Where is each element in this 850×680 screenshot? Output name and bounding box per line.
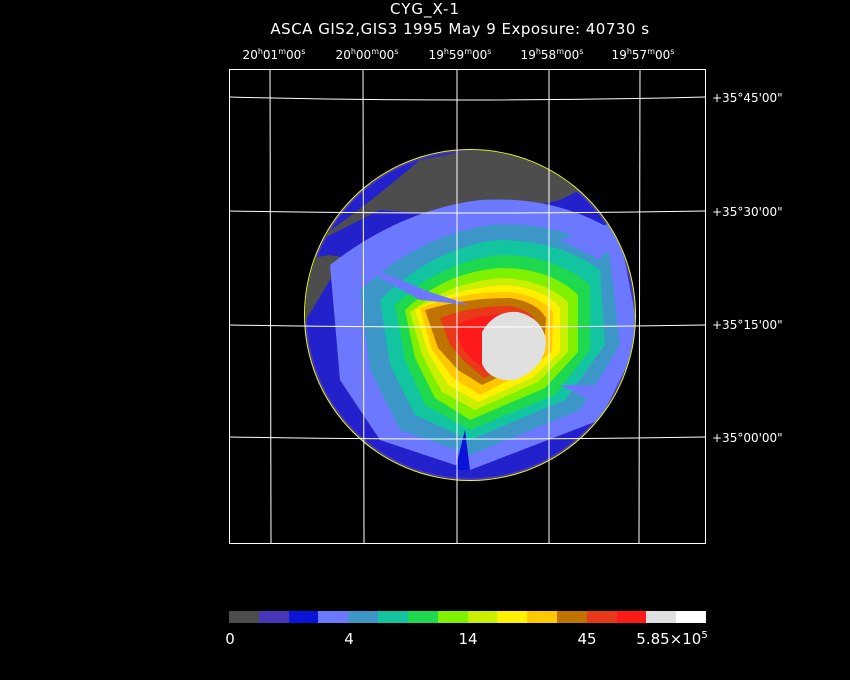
plot-frame [229, 69, 706, 544]
dec-grid-line [228, 96, 706, 101]
colorbar-swatch [646, 611, 677, 623]
ra-grid-line [362, 68, 365, 544]
dec-grid-line [228, 210, 706, 214]
colorbar-swatch [318, 611, 349, 623]
colorbar-swatch [497, 611, 528, 623]
ra-grid-line [269, 68, 272, 544]
ra-label: 19h57m00s [611, 47, 675, 62]
colorbar-swatch [437, 611, 468, 623]
dec-grid-line [228, 436, 706, 440]
colorbar-swatch [616, 611, 647, 623]
ra-label: 19h59m00s [428, 47, 492, 62]
colorbar-swatch [378, 611, 408, 623]
colorbar-label: 0 [225, 630, 235, 648]
dec-label: +35°30'00" [712, 205, 783, 219]
ra-grid-line [638, 68, 641, 544]
colorbar-swatch [288, 611, 319, 623]
colorbar-swatch [229, 611, 259, 623]
colorbar-swatch [676, 611, 706, 623]
colorbar [229, 611, 706, 623]
colorbar-swatch [407, 611, 438, 623]
observation-info: ASCA GIS2,GIS3 1995 May 9 Exposure: 4073… [270, 20, 650, 38]
ra-label: 20h01m00s [242, 47, 306, 62]
colorbar-swatch [527, 611, 557, 623]
colorbar-label: 4 [344, 630, 354, 648]
colorbar-swatch [556, 611, 587, 623]
dec-label: +35°15'00" [712, 318, 783, 332]
colorbar-label: 5.85×105 [636, 630, 708, 648]
colorbar-swatch [258, 611, 289, 623]
ra-label: 19h58m00s [520, 47, 584, 62]
colorbar-label: 45 [577, 630, 597, 648]
dec-label: +35°45'00" [712, 91, 783, 105]
dec-label: +35°00'00" [712, 431, 783, 445]
coordinate-grid [228, 68, 706, 544]
colorbar-swatch [348, 611, 379, 623]
colorbar-swatch [586, 611, 617, 623]
xray-emission-map [304, 149, 636, 481]
image-title: CYG_X-1 [390, 0, 460, 18]
dec-grid-line [228, 324, 706, 328]
ra-label: 20h00m00s [335, 47, 399, 62]
colorbar-label: 14 [458, 630, 478, 648]
colorbar-swatch [467, 611, 498, 623]
